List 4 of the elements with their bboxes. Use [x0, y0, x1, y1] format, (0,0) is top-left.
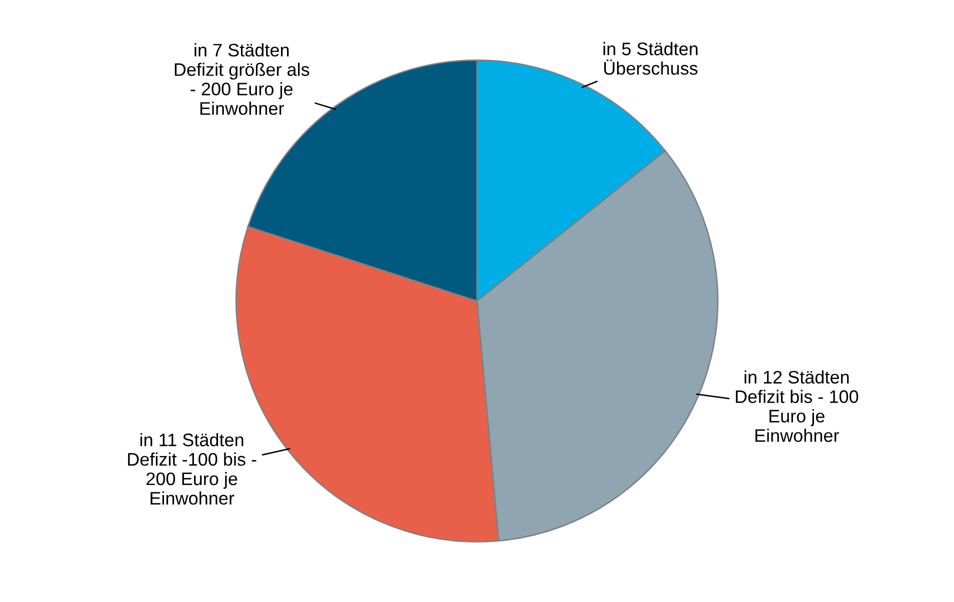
slice-label: in 12 Städten Defizit bis - 100 Euro je Einwohner	[736, 370, 858, 442]
slice-label: in 11 Städten Defizit -100 bis - 200 Euro je Einwohner	[128, 433, 256, 505]
slice-label: in 5 Städten Überschuss	[603, 42, 698, 75]
slice-label: in 7 Städten Defizit größer als - 200 Euro je Einwohner	[174, 43, 310, 115]
